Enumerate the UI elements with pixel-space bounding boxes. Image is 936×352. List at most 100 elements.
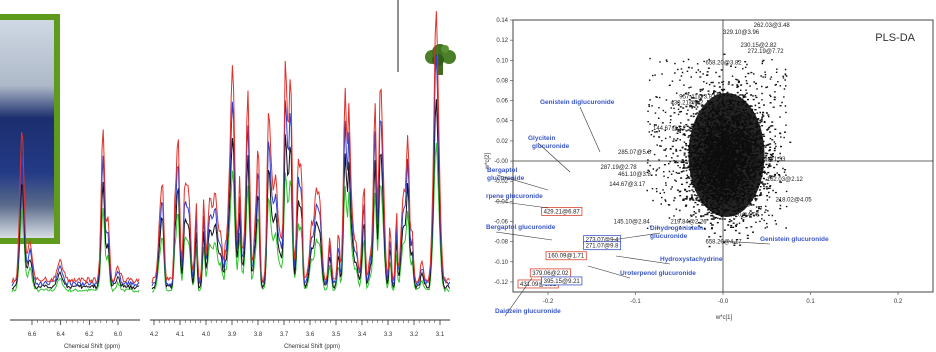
x-tick-label: 0.1 bbox=[806, 299, 815, 305]
x-axis-label: w*c[1] bbox=[715, 315, 733, 321]
left-axis-ticks: 6.6 6.4 6.2 6.0 bbox=[28, 320, 123, 338]
y-tick-label: 0.06 bbox=[496, 99, 508, 105]
point-label: 287.19@2.78 bbox=[601, 165, 638, 171]
axis-tick-label: 6.6 bbox=[28, 332, 37, 338]
axis-tick-label: 6.0 bbox=[114, 332, 123, 338]
compound-pointer bbox=[496, 174, 549, 191]
plot-title: PLS-DA bbox=[875, 32, 915, 44]
axis-tick-label: 4.0 bbox=[202, 332, 211, 338]
compound-pointer bbox=[495, 200, 549, 209]
axis-tick-label: 3.8 bbox=[254, 332, 263, 338]
highlight-label: 429.21@6.87 bbox=[544, 209, 581, 215]
compound-pointer bbox=[495, 231, 553, 241]
compound-pointer bbox=[537, 142, 571, 173]
axis-tick-label: 3.9 bbox=[228, 332, 237, 338]
highlight-label: 271.07@9.8 bbox=[586, 244, 619, 250]
axis-tick-label: 3.7 bbox=[280, 332, 289, 338]
point-label: 658.20@3.82 bbox=[706, 60, 743, 66]
y-tick-label: 0.12 bbox=[496, 38, 508, 44]
compound-pointer bbox=[504, 277, 533, 317]
point-label: 262.03@3.48 bbox=[754, 23, 791, 29]
compound-label: Bergaptol glucuronide bbox=[487, 167, 525, 182]
highlight-box bbox=[541, 207, 583, 216]
point-label: 145.10@2.84 bbox=[614, 219, 651, 225]
highlight-label: 431.09@6.31 bbox=[520, 282, 557, 288]
nmr-spectrum-middle bbox=[151, 11, 451, 293]
compound-pointer bbox=[719, 240, 771, 245]
highlight-box bbox=[541, 276, 583, 286]
point-label: 209.20@4.06 bbox=[723, 212, 760, 218]
compound-labels: Genistein diglucuronide Glycitein glucuron… bbox=[486, 99, 829, 317]
point-label: 100.09@1.33 bbox=[749, 157, 786, 163]
photo-image bbox=[0, 20, 54, 238]
point-label: 230.15@2.82 bbox=[741, 43, 778, 49]
y-tick-label: -0.12 bbox=[494, 280, 508, 286]
axis-tick-label: 3.3 bbox=[384, 332, 393, 338]
compound-label: Dihydrogenistein glucuronide bbox=[650, 225, 703, 240]
highlight-label: 379.06@2.02 bbox=[532, 271, 569, 277]
point-label: 430.21@9.2 bbox=[671, 101, 704, 107]
y-tick-label: 0.02 bbox=[496, 139, 508, 145]
point-label: 144.67@3.2 bbox=[653, 126, 686, 132]
axis-tick-label: 3.6 bbox=[306, 332, 315, 338]
point-label: 144.67@3.17 bbox=[609, 182, 646, 188]
highlight-label: 395.15@9.21 bbox=[544, 279, 581, 285]
y-tick-label: -0.08 bbox=[494, 240, 508, 246]
score-point-cloud bbox=[646, 53, 792, 248]
mid-axis-label: Chemical Shift (ppm) bbox=[284, 344, 340, 350]
compound-label: Uroterpenol glucuronide bbox=[620, 270, 696, 277]
cloud-core bbox=[688, 92, 765, 217]
axis-tick-label: 3.1 bbox=[436, 332, 445, 338]
y-axis-ticks: 0.14 0.12 0.10 0.08 0.06 0.04 0.02 -0.00 -0.02 -0… bbox=[485, 18, 513, 286]
y-tick-label: 0.04 bbox=[496, 119, 508, 125]
point-label: 957.41@3.82 bbox=[679, 95, 716, 101]
spectrum-trace-red bbox=[11, 129, 140, 285]
compound-pointer bbox=[611, 232, 661, 241]
point-label: 218.02@4.05 bbox=[776, 197, 813, 203]
axis-tick-label: 3.5 bbox=[332, 332, 341, 338]
axis-tick-label: 6.2 bbox=[85, 332, 94, 338]
point-label: 272.19@7.72 bbox=[748, 49, 785, 55]
point-label: 202.09@2.76 bbox=[714, 202, 751, 208]
y-tick-label: -0.00 bbox=[494, 159, 508, 165]
spectrum-trace-blue bbox=[11, 155, 140, 288]
spectrum-trace-red bbox=[151, 11, 451, 285]
highlight-box bbox=[583, 241, 622, 251]
axis-tick-label: 3.2 bbox=[410, 332, 419, 338]
highlight-box bbox=[545, 251, 587, 261]
y-tick-label: 0.08 bbox=[496, 78, 508, 84]
compound-label: Glycitein glucuronide bbox=[528, 135, 570, 150]
nmr-spectrum-left bbox=[11, 129, 140, 293]
y-tick-label: 0.14 bbox=[496, 18, 508, 24]
point-label: 329.10@3.96 bbox=[723, 30, 760, 36]
compound-label: Genistein glucuronide bbox=[760, 236, 829, 243]
x-tick-label: -0.2 bbox=[543, 299, 554, 305]
broccoli-icon bbox=[425, 44, 456, 75]
compound-label: Hydroxystachydrine bbox=[660, 256, 723, 263]
highlight-label: 273.07@9.4 bbox=[586, 238, 619, 244]
compound-label: Daidzein glucuronide bbox=[495, 308, 561, 315]
compound-label: Bergaptol glucuronide bbox=[486, 224, 556, 231]
compound-label: Genistein diglucuronide bbox=[540, 99, 615, 106]
spectrum-trace-green bbox=[11, 207, 140, 293]
point-label: 285.07@5.8 bbox=[618, 150, 651, 156]
y-tick-label: -0.06 bbox=[494, 219, 508, 225]
x-tick-label: -0.0 bbox=[718, 299, 729, 305]
point-label: 658.20@4.17 bbox=[706, 240, 743, 246]
lab-instrument-photo bbox=[0, 14, 60, 244]
highlight-label: 160.09@1.71 bbox=[548, 254, 585, 260]
y-tick-label: -0.02 bbox=[494, 179, 508, 185]
axis-tick-label: 4.1 bbox=[176, 332, 185, 338]
compound-pointer bbox=[615, 255, 671, 265]
x-tick-label: 0.2 bbox=[894, 299, 903, 305]
highlighted-points: 429.21@6.87 160.09@1.71 379.06@2.02 431.09@… bbox=[517, 207, 622, 289]
y-tick-label: 0.10 bbox=[496, 58, 508, 64]
left-axis-label: Chemical Shift (ppm) bbox=[64, 344, 120, 350]
axis-tick-label: 3.4 bbox=[358, 332, 367, 338]
axis-tick-label: 4.2 bbox=[150, 332, 159, 338]
axis-tick-label: 6.4 bbox=[56, 332, 65, 338]
point-label: 162.03@2.12 bbox=[767, 177, 804, 183]
